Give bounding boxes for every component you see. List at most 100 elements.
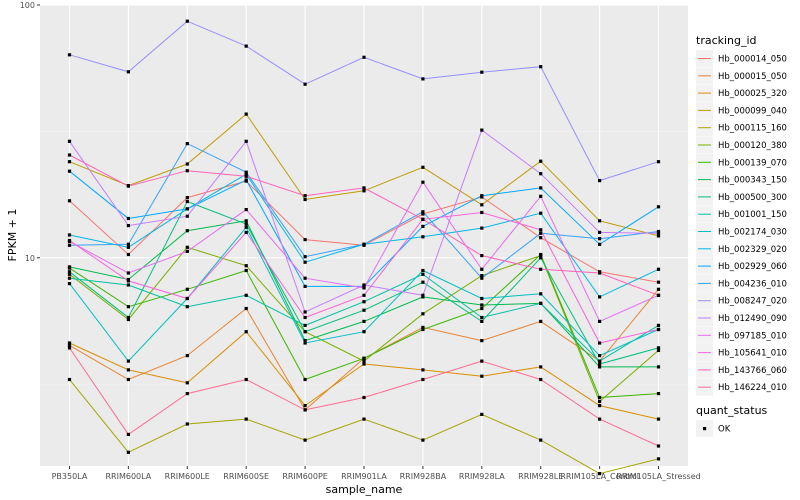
data-point (303, 310, 307, 314)
data-point (539, 65, 543, 69)
data-point (67, 343, 72, 347)
data-point (539, 186, 543, 190)
data-point (421, 268, 425, 273)
data-point (480, 128, 484, 132)
data-point (598, 404, 602, 408)
data-point (126, 305, 130, 309)
data-point (126, 224, 130, 228)
data-point (480, 359, 484, 363)
data-point (480, 296, 484, 301)
data-point (362, 293, 366, 297)
data-point (598, 341, 602, 345)
data-point (598, 472, 602, 476)
y-axis-ticks: 10 100 (20, 1, 40, 263)
data-point (421, 180, 425, 184)
data-point (656, 323, 661, 327)
data-point (244, 44, 248, 48)
legend-label: Hb_000014_050 (718, 55, 787, 65)
legend-label: Hb_000139_070 (718, 158, 787, 168)
data-point (598, 417, 602, 421)
data-point (421, 210, 425, 214)
data-point (421, 438, 425, 442)
data-point (303, 276, 307, 280)
data-point (185, 19, 189, 23)
legend: tracking_id Hb_000014_050Hb_000015_050Hb… (696, 34, 787, 437)
data-point (539, 252, 543, 257)
data-point (598, 295, 602, 299)
data-point (598, 219, 602, 223)
legend-label: Hb_004236_010 (718, 279, 787, 289)
point-legend-label: OK (718, 425, 731, 435)
data-point (480, 274, 484, 278)
data-point (656, 205, 661, 209)
data-point (185, 199, 189, 204)
data-point (185, 196, 189, 200)
data-point (303, 339, 307, 343)
data-point (67, 153, 72, 157)
data-point (656, 231, 661, 235)
data-point (656, 280, 661, 284)
data-point (656, 229, 661, 234)
data-point (598, 395, 602, 400)
data-point (303, 238, 307, 242)
data-point (185, 381, 189, 385)
data-point (421, 312, 425, 316)
y-tick-label: 100 (20, 1, 35, 10)
data-point (362, 186, 366, 190)
data-point (185, 207, 189, 211)
data-point (67, 276, 72, 280)
y-tick-label: 10 (25, 254, 35, 263)
data-point (244, 172, 248, 176)
point-legend-title: quant_status (696, 404, 768, 417)
x-axis-ticks: PB350LA RRIM600LA RRIM600LE RRIM600SE RRIM60… (52, 466, 701, 481)
series-points (67, 19, 661, 476)
data-point (303, 438, 307, 442)
data-point (67, 346, 72, 350)
data-point (421, 293, 425, 297)
data-point (67, 139, 72, 143)
data-point (303, 315, 307, 320)
data-point (67, 282, 72, 286)
data-point (362, 362, 366, 366)
data-point (67, 377, 72, 382)
data-point (656, 417, 661, 421)
data-point (539, 292, 543, 296)
data-point (303, 323, 307, 327)
legend-label: Hb_002174_030 (718, 228, 787, 238)
x-tick-label: RRIM928LA (459, 472, 505, 481)
data-point (421, 165, 425, 169)
data-point (126, 450, 130, 454)
data-point (185, 142, 189, 146)
data-point (126, 283, 130, 287)
data-point (303, 408, 307, 412)
data-point (598, 237, 602, 241)
data-point (185, 422, 189, 426)
legend-title: tracking_id (696, 34, 757, 47)
legend-label: Hb_001001_150 (718, 210, 787, 220)
data-point (362, 330, 366, 334)
legend-label: Hb_000500_300 (718, 193, 787, 203)
data-point (480, 254, 484, 258)
data-point (480, 226, 484, 230)
data-point (244, 112, 248, 116)
data-point (421, 217, 425, 221)
data-point (656, 327, 661, 332)
data-point (126, 315, 130, 320)
data-point (244, 377, 248, 382)
x-tick-label: RRIM928BA (400, 472, 447, 481)
data-point (480, 374, 484, 378)
legend-label: Hb_012490_090 (718, 314, 787, 324)
data-point (656, 365, 661, 369)
data-point (598, 271, 602, 275)
data-point (244, 178, 248, 182)
data-point (656, 346, 661, 350)
data-point (244, 264, 248, 268)
data-point (303, 197, 307, 202)
data-point (244, 170, 248, 174)
data-point (480, 319, 484, 323)
x-tick-label: RRIM600PE (282, 472, 328, 481)
data-point (126, 242, 130, 246)
data-point (421, 377, 425, 382)
data-point (185, 287, 189, 291)
